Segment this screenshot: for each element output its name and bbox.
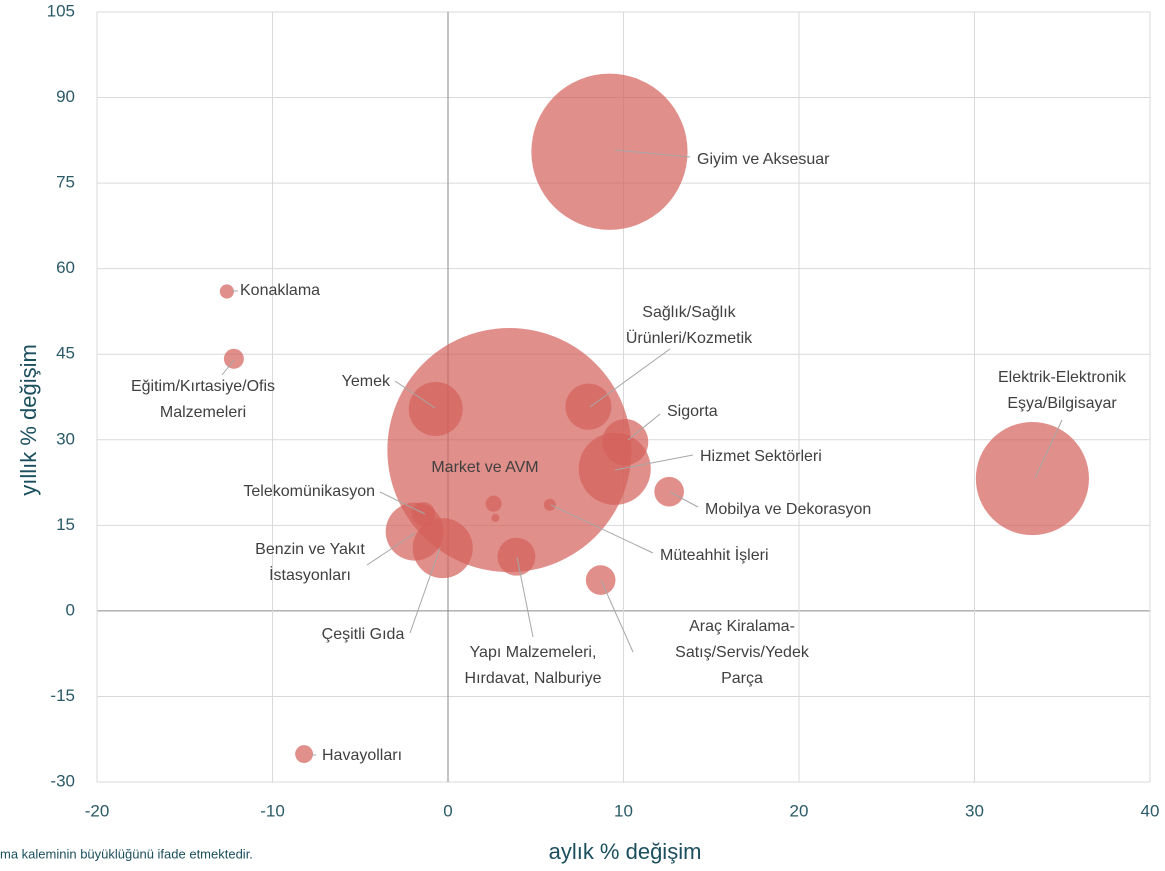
y-tick-label: 90	[56, 87, 75, 106]
y-axis-title: yıllık % değişim	[16, 344, 41, 496]
bubble	[408, 381, 463, 436]
bubble	[491, 513, 500, 522]
bubble	[578, 432, 651, 505]
y-tick-label: 105	[47, 1, 75, 20]
x-tick-label: -20	[85, 801, 110, 820]
bubble	[497, 537, 536, 576]
data-label: Mobilya ve Dekorasyon	[705, 501, 871, 518]
bubble	[485, 495, 502, 512]
data-label: Hırdavat, Nalburiye	[465, 670, 602, 687]
bubble	[295, 745, 314, 763]
leader-line	[614, 454, 694, 471]
data-label: Havayolları	[322, 747, 402, 764]
bubble	[585, 565, 616, 595]
data-label: Elektrik-Elektronik	[998, 369, 1127, 386]
bubble	[543, 498, 556, 511]
leader-line	[394, 380, 436, 409]
y-tick-label: -30	[50, 771, 75, 790]
data-label: Yemek	[342, 373, 391, 390]
data-label: Malzemeleri	[160, 404, 246, 421]
data-label: Eşya/Bilgisayar	[1007, 395, 1117, 412]
data-label: Eğitim/Kırtasiye/Ofis	[131, 378, 275, 395]
bubble	[223, 348, 244, 369]
x-tick-label: 40	[1141, 801, 1160, 820]
leader-line	[669, 491, 699, 508]
data-label: Parça	[721, 670, 763, 687]
y-tick-label: -15	[50, 686, 75, 705]
bubble	[975, 421, 1089, 536]
y-tick-label: 0	[66, 600, 75, 619]
leader-line	[614, 149, 691, 158]
leader-line	[516, 556, 534, 638]
bubble	[412, 518, 473, 579]
x-tick-label: 0	[443, 801, 452, 820]
leader-line	[589, 348, 671, 408]
data-label: Araç Kiralama-	[689, 618, 795, 635]
y-tick-label: 15	[56, 515, 75, 534]
data-label: Müteahhit İşleri	[660, 545, 769, 564]
data-label: Hizmet Sektörleri	[700, 448, 822, 465]
data-label: Ürünleri/Kozmetik	[626, 329, 753, 347]
footnote: ma kaleminin büyüklüğünü ifade etmektedi…	[0, 846, 253, 861]
data-label: Konaklama	[240, 282, 320, 299]
y-tick-label: 30	[56, 429, 75, 448]
y-tick-label: 60	[56, 258, 75, 277]
data-label: Satış/Servis/Yedek	[675, 644, 810, 661]
data-label: Sigorta	[667, 403, 718, 420]
bubble	[219, 284, 234, 299]
y-tick-label: 75	[56, 173, 75, 192]
y-tick-label: 45	[56, 344, 75, 363]
data-label: İstasyonları	[269, 565, 351, 584]
x-tick-label: 20	[790, 801, 809, 820]
leader-line	[627, 413, 661, 441]
leader-line	[1034, 419, 1063, 479]
data-label: Giyim ve Aksesuar	[697, 151, 830, 168]
x-axis-title: aylık % değişim	[549, 839, 702, 864]
x-tick-label: 10	[614, 801, 633, 820]
leader-line	[550, 504, 654, 554]
data-label: Market ve AVM	[431, 459, 538, 476]
leader-line	[221, 359, 235, 376]
leader-line	[379, 491, 426, 515]
leader-line	[366, 532, 416, 566]
data-label: Yapı Malzemeleri,	[470, 644, 597, 661]
leader-line	[600, 579, 634, 653]
data-label: Telekomünikasyon	[243, 483, 375, 500]
leader-line	[409, 547, 441, 634]
bubble	[654, 476, 684, 507]
bubble	[565, 383, 612, 430]
data-label: Benzin ve Yakıt	[255, 541, 365, 558]
data-label: Sağlık/Sağlık	[642, 304, 736, 321]
bubble	[531, 73, 688, 230]
x-tick-label: -10	[260, 801, 285, 820]
data-label: Çeşitli Gıda	[322, 626, 405, 643]
x-tick-label: 30	[965, 801, 984, 820]
